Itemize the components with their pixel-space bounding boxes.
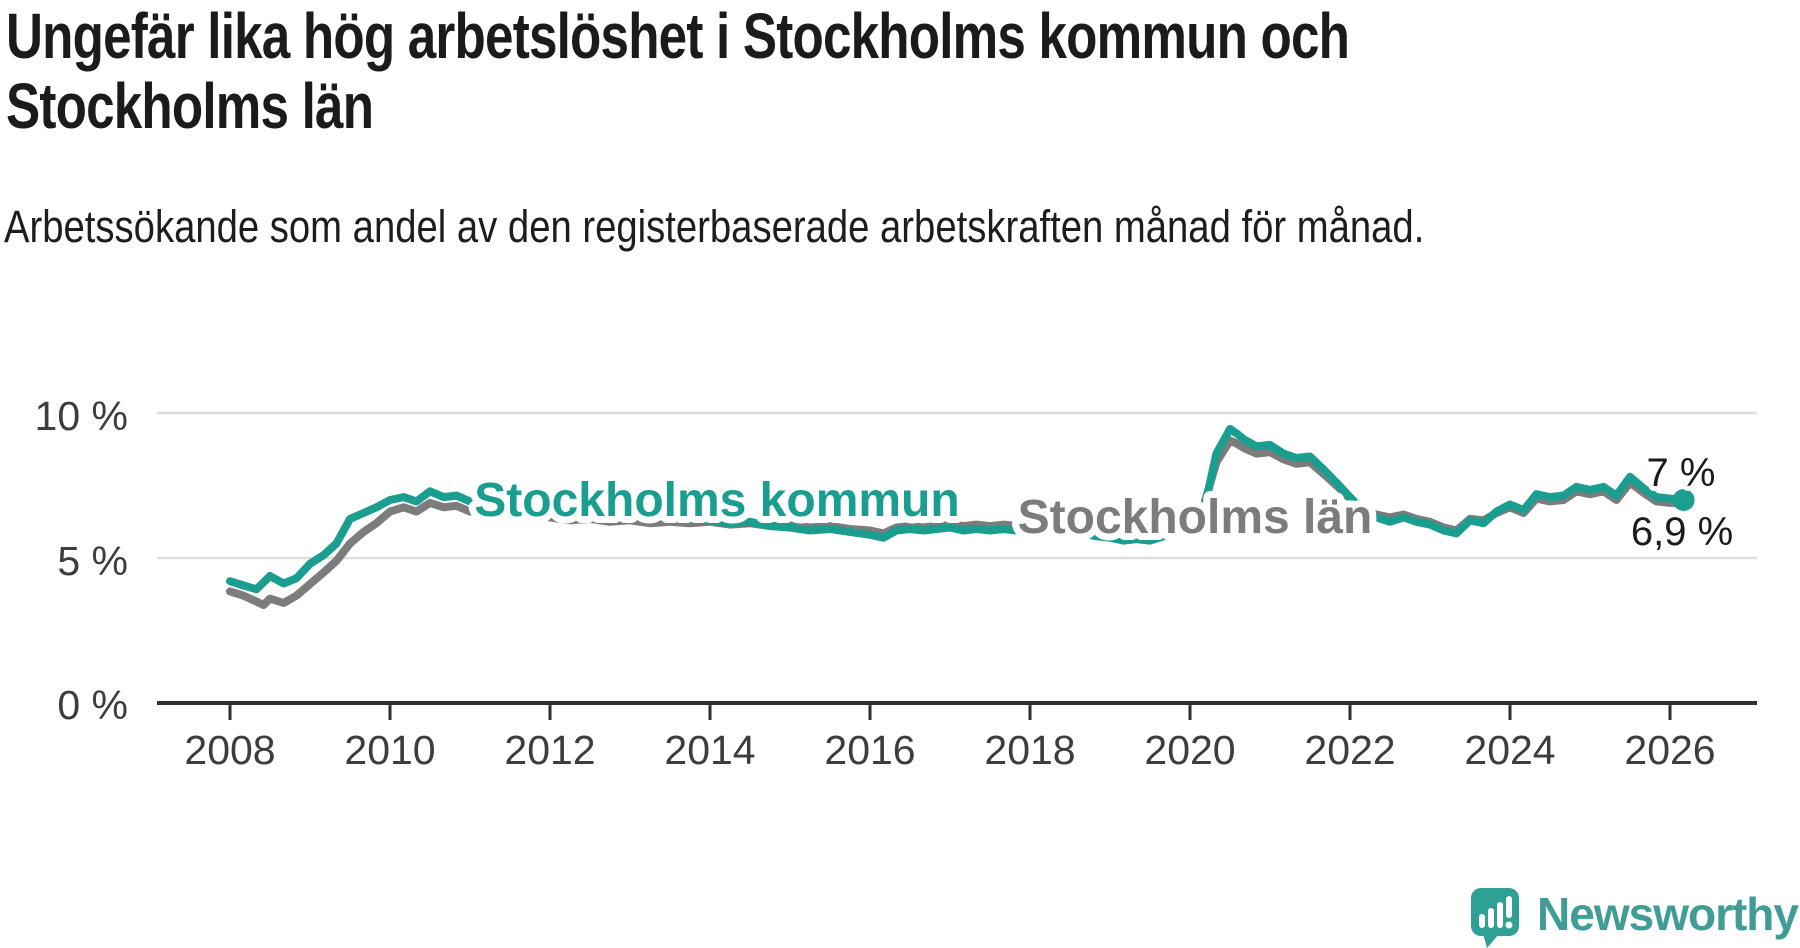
brand-name: Newsworthy [1537, 888, 1799, 940]
chart-subtitle: Arbetssökande som andel av den registerb… [4, 201, 1425, 252]
x-tick-label-2016: 2016 [824, 727, 915, 773]
x-tick-label-2018: 2018 [984, 727, 1075, 773]
x-tick-label-2024: 2024 [1464, 727, 1555, 773]
x-tick-label-2014: 2014 [664, 727, 755, 773]
x-tick-label-2012: 2012 [504, 727, 595, 773]
x-tick-label-2022: 2022 [1304, 727, 1395, 773]
page-title: Ungefär lika hög arbetslöshet i Stockhol… [6, 0, 1350, 142]
y-tick-label-0: 0 % [57, 682, 128, 728]
end-value-label-lan: 6,9 % [1631, 510, 1733, 554]
series-label-kommun: Stockholms kommun [474, 474, 959, 527]
series-label-lan: Stockholms län [1018, 491, 1373, 544]
y-tick-label-5: 5 % [57, 538, 128, 584]
newsworthy-logo-icon [1471, 888, 1520, 948]
x-tick-label-2008: 2008 [184, 727, 275, 773]
end-dot-kommun [1672, 489, 1695, 511]
y-tick-label-10: 10 % [35, 393, 128, 439]
end-value-label-kommun: 7 % [1647, 451, 1716, 495]
branding: Newsworthy [1469, 886, 1799, 948]
line-stockholms-kommun [226, 425, 1688, 594]
x-tick-label-2010: 2010 [344, 727, 435, 773]
x-tick-label-2026: 2026 [1624, 727, 1715, 773]
x-tick-label-2020: 2020 [1144, 727, 1235, 773]
